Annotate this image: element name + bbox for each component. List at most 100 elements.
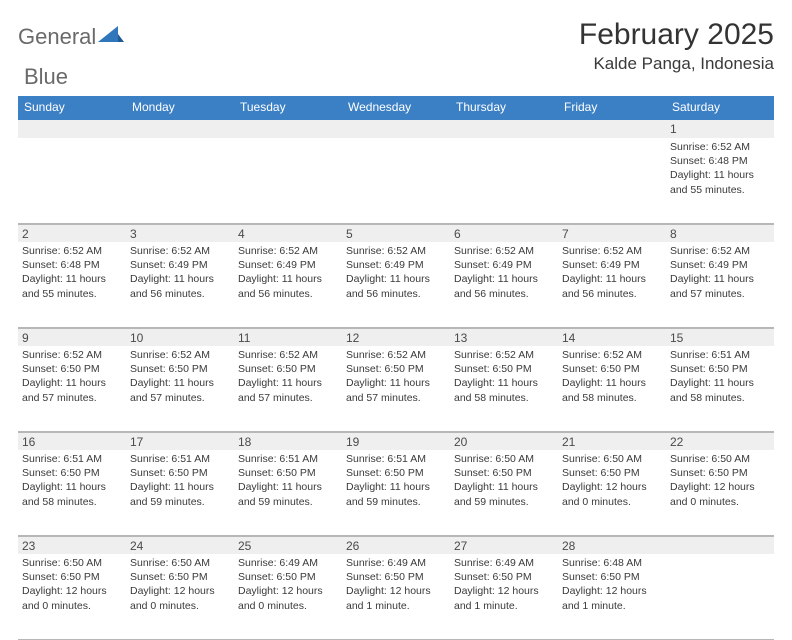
daylight-line: Daylight: 11 hours and 56 minutes.: [562, 272, 662, 300]
day-cell: [558, 138, 666, 224]
day-cell: Sunrise: 6:52 AMSunset: 6:50 PMDaylight:…: [234, 346, 342, 432]
sunrise-line: Sunrise: 6:52 AM: [670, 140, 770, 154]
daylight-line: Daylight: 11 hours and 57 minutes.: [346, 376, 446, 404]
calendar: SundayMondayTuesdayWednesdayThursdayFrid…: [18, 96, 774, 640]
daylight-line: Daylight: 11 hours and 58 minutes.: [562, 376, 662, 404]
day-number: 21: [558, 433, 666, 450]
sunrise-line: Sunrise: 6:52 AM: [22, 244, 122, 258]
day-cell: [126, 138, 234, 224]
sunrise-line: Sunrise: 6:48 AM: [562, 556, 662, 570]
daylight-line: Daylight: 11 hours and 59 minutes.: [346, 480, 446, 508]
day-cell: Sunrise: 6:50 AMSunset: 6:50 PMDaylight:…: [558, 450, 666, 536]
brand-word1: General: [18, 26, 96, 48]
daylight-line: Daylight: 11 hours and 59 minutes.: [130, 480, 230, 508]
sunset-line: Sunset: 6:49 PM: [454, 258, 554, 272]
sunrise-line: Sunrise: 6:52 AM: [346, 348, 446, 362]
day-number: 2: [18, 225, 126, 242]
sunrise-line: Sunrise: 6:52 AM: [238, 244, 338, 258]
weekday-header: SundayMondayTuesdayWednesdayThursdayFrid…: [18, 96, 774, 120]
daylight-line: Daylight: 11 hours and 59 minutes.: [238, 480, 338, 508]
week-number-band: 2345678: [18, 224, 774, 242]
daylight-line: Daylight: 11 hours and 57 minutes.: [670, 272, 770, 300]
day-cell: Sunrise: 6:52 AMSunset: 6:49 PMDaylight:…: [234, 242, 342, 328]
sunset-line: Sunset: 6:50 PM: [130, 466, 230, 480]
day-cell: Sunrise: 6:51 AMSunset: 6:50 PMDaylight:…: [126, 450, 234, 536]
weekday-cell: Saturday: [666, 96, 774, 120]
day-cell: Sunrise: 6:48 AMSunset: 6:50 PMDaylight:…: [558, 554, 666, 640]
sunrise-line: Sunrise: 6:49 AM: [238, 556, 338, 570]
sunset-line: Sunset: 6:49 PM: [238, 258, 338, 272]
day-number: 20: [450, 433, 558, 450]
location: Kalde Panga, Indonesia: [579, 54, 774, 74]
sunrise-line: Sunrise: 6:52 AM: [562, 348, 662, 362]
day-cell: [18, 138, 126, 224]
day-number: 14: [558, 329, 666, 346]
day-number: 25: [234, 537, 342, 554]
weekday-cell: Friday: [558, 96, 666, 120]
day-number: [18, 120, 126, 138]
daylight-line: Daylight: 11 hours and 56 minutes.: [346, 272, 446, 300]
day-number: 22: [666, 433, 774, 450]
sunset-line: Sunset: 6:50 PM: [454, 570, 554, 584]
sunrise-line: Sunrise: 6:49 AM: [454, 556, 554, 570]
day-cell: Sunrise: 6:49 AMSunset: 6:50 PMDaylight:…: [342, 554, 450, 640]
week-number-band: 232425262728: [18, 536, 774, 554]
sunrise-line: Sunrise: 6:52 AM: [562, 244, 662, 258]
day-cell: Sunrise: 6:50 AMSunset: 6:50 PMDaylight:…: [450, 450, 558, 536]
day-number: 24: [126, 537, 234, 554]
day-number: [342, 120, 450, 138]
calendar-grid: 1Sunrise: 6:52 AMSunset: 6:48 PMDaylight…: [18, 120, 774, 640]
weekday-cell: Sunday: [18, 96, 126, 120]
sunset-line: Sunset: 6:50 PM: [562, 466, 662, 480]
sunrise-line: Sunrise: 6:52 AM: [22, 348, 122, 362]
day-cell: [450, 138, 558, 224]
sunrise-line: Sunrise: 6:50 AM: [670, 452, 770, 466]
daylight-line: Daylight: 12 hours and 0 minutes.: [22, 584, 122, 612]
title-block: February 2025 Kalde Panga, Indonesia: [579, 18, 774, 74]
brand-logo: General: [18, 18, 126, 49]
day-number: [234, 120, 342, 138]
weekday-cell: Wednesday: [342, 96, 450, 120]
sunset-line: Sunset: 6:50 PM: [346, 466, 446, 480]
day-number: 11: [234, 329, 342, 346]
day-cell: Sunrise: 6:52 AMSunset: 6:50 PMDaylight:…: [18, 346, 126, 432]
month-title: February 2025: [579, 18, 774, 52]
day-number: 27: [450, 537, 558, 554]
week-number-band: 1: [18, 120, 774, 138]
daylight-line: Daylight: 11 hours and 57 minutes.: [130, 376, 230, 404]
day-number: 9: [18, 329, 126, 346]
weekday-cell: Thursday: [450, 96, 558, 120]
daylight-line: Daylight: 12 hours and 0 minutes.: [670, 480, 770, 508]
sunrise-line: Sunrise: 6:52 AM: [130, 348, 230, 362]
day-number: 16: [18, 433, 126, 450]
sunrise-line: Sunrise: 6:52 AM: [670, 244, 770, 258]
daylight-line: Daylight: 11 hours and 57 minutes.: [22, 376, 122, 404]
daylight-line: Daylight: 12 hours and 1 minute.: [454, 584, 554, 612]
sunset-line: Sunset: 6:50 PM: [22, 466, 122, 480]
sunset-line: Sunset: 6:48 PM: [670, 154, 770, 168]
sunset-line: Sunset: 6:50 PM: [670, 362, 770, 376]
day-cell: Sunrise: 6:51 AMSunset: 6:50 PMDaylight:…: [342, 450, 450, 536]
daylight-line: Daylight: 11 hours and 55 minutes.: [670, 168, 770, 196]
sunset-line: Sunset: 6:50 PM: [22, 570, 122, 584]
daylight-line: Daylight: 11 hours and 56 minutes.: [454, 272, 554, 300]
sunrise-line: Sunrise: 6:52 AM: [346, 244, 446, 258]
day-cell: Sunrise: 6:49 AMSunset: 6:50 PMDaylight:…: [450, 554, 558, 640]
daylight-line: Daylight: 11 hours and 58 minutes.: [670, 376, 770, 404]
daylight-line: Daylight: 12 hours and 0 minutes.: [238, 584, 338, 612]
day-number: 4: [234, 225, 342, 242]
sunset-line: Sunset: 6:50 PM: [562, 362, 662, 376]
sunset-line: Sunset: 6:50 PM: [670, 466, 770, 480]
day-cell: Sunrise: 6:51 AMSunset: 6:50 PMDaylight:…: [666, 346, 774, 432]
daylight-line: Daylight: 11 hours and 58 minutes.: [22, 480, 122, 508]
daylight-line: Daylight: 12 hours and 1 minute.: [562, 584, 662, 612]
day-number: 3: [126, 225, 234, 242]
sunset-line: Sunset: 6:50 PM: [238, 570, 338, 584]
sunset-line: Sunset: 6:49 PM: [346, 258, 446, 272]
sunrise-line: Sunrise: 6:50 AM: [22, 556, 122, 570]
sunrise-line: Sunrise: 6:50 AM: [454, 452, 554, 466]
day-number: 18: [234, 433, 342, 450]
weekday-cell: Monday: [126, 96, 234, 120]
day-number: 7: [558, 225, 666, 242]
day-cell: [666, 554, 774, 640]
